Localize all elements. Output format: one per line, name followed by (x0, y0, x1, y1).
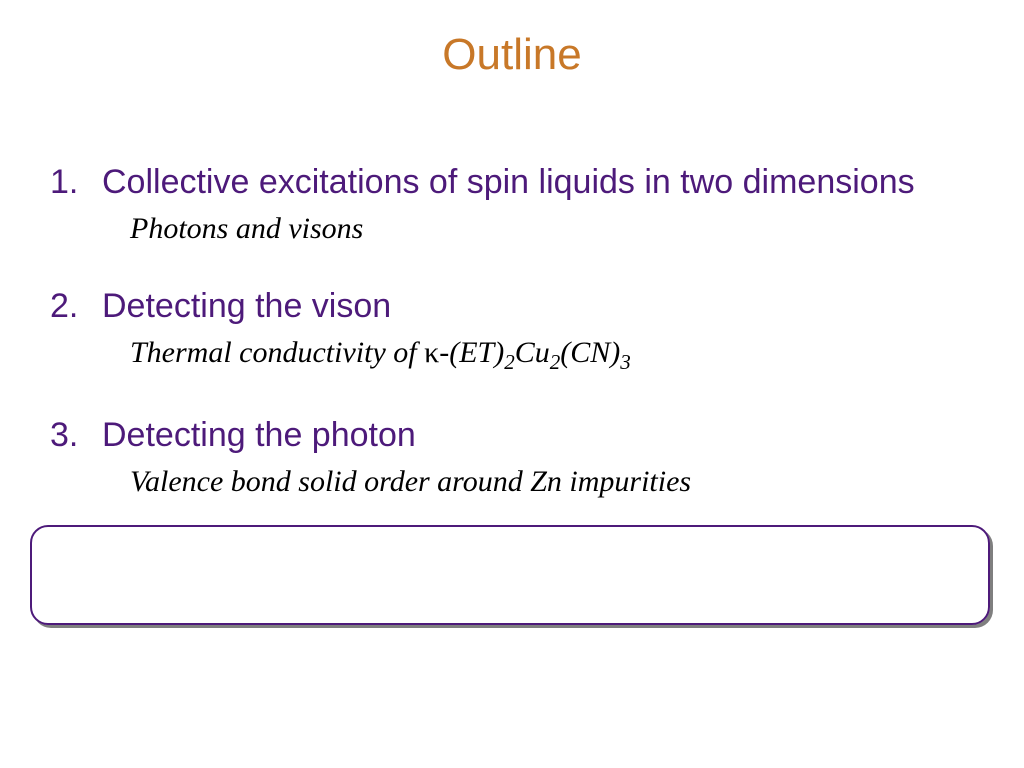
kappa-symbol: κ (424, 336, 439, 369)
outline-item-2: 2. Detecting the vison Thermal conductiv… (50, 284, 984, 375)
highlight-box (30, 525, 990, 625)
outline-item-3: 3. Detecting the photon Valence bond sol… (50, 413, 984, 499)
slide-container: Outline 1. Collective excitations of spi… (0, 0, 1024, 768)
item-1-heading: 1. Collective excitations of spin liquid… (50, 160, 984, 206)
item-3-heading: 3. Detecting the photon (50, 413, 984, 459)
formula-sub-1: 2 (504, 350, 515, 374)
item-2-subheading-prefix: Thermal conductivity of (130, 336, 424, 369)
item-1-subheading: Photons and visons (130, 212, 984, 246)
slide-title: Outline (40, 30, 984, 80)
formula-body: -(ET) (439, 336, 504, 369)
item-1-number: 1. (50, 160, 102, 206)
item-2-number: 2. (50, 284, 102, 330)
formula-sub-3: 3 (620, 350, 631, 374)
item-2-heading-text: Detecting the vison (102, 284, 984, 330)
formula-cu: Cu (515, 336, 550, 369)
outline-item-1: 1. Collective excitations of spin liquid… (50, 160, 984, 246)
item-2-formula: κ-(ET)2Cu2(CN)3 (424, 336, 631, 369)
outline-items: 1. Collective excitations of spin liquid… (50, 160, 984, 499)
item-3-heading-text: Detecting the photon (102, 413, 984, 459)
item-3-number: 3. (50, 413, 102, 459)
item-2-subheading: Thermal conductivity of κ-(ET)2Cu2(CN)3 (130, 336, 984, 375)
item-2-heading: 2. Detecting the vison (50, 284, 984, 330)
formula-cn: (CN) (560, 336, 620, 369)
item-1-heading-text: Collective excitations of spin liquids i… (102, 160, 984, 206)
formula-sub-2: 2 (550, 350, 561, 374)
item-3-subheading: Valence bond solid order around Zn impur… (130, 465, 984, 499)
